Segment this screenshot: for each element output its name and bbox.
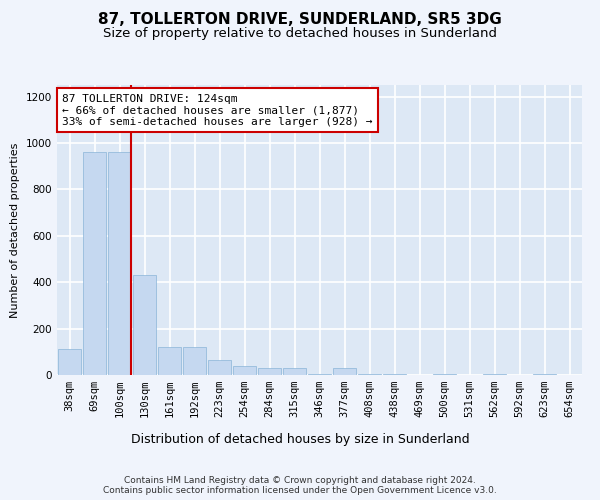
Bar	[333, 368, 356, 375]
Text: Contains HM Land Registry data © Crown copyright and database right 2024.
Contai: Contains HM Land Registry data © Crown c…	[103, 476, 497, 495]
Bar	[533, 374, 556, 375]
Text: Size of property relative to detached houses in Sunderland: Size of property relative to detached ho…	[103, 28, 497, 40]
Bar	[108, 152, 131, 375]
Bar	[258, 368, 281, 375]
Bar	[233, 366, 256, 375]
Bar	[183, 347, 206, 375]
Text: Distribution of detached houses by size in Sunderland: Distribution of detached houses by size …	[131, 432, 469, 446]
Bar	[383, 374, 406, 375]
Bar	[433, 374, 456, 375]
Bar	[208, 360, 231, 375]
Text: 87, TOLLERTON DRIVE, SUNDERLAND, SR5 3DG: 87, TOLLERTON DRIVE, SUNDERLAND, SR5 3DG	[98, 12, 502, 28]
Bar	[283, 368, 306, 375]
Bar	[133, 275, 156, 375]
Bar	[483, 374, 506, 375]
Bar	[83, 152, 106, 375]
Bar	[58, 350, 81, 375]
Bar	[358, 374, 381, 375]
Y-axis label: Number of detached properties: Number of detached properties	[10, 142, 20, 318]
Bar	[158, 347, 181, 375]
Bar	[308, 374, 331, 375]
Text: 87 TOLLERTON DRIVE: 124sqm
← 66% of detached houses are smaller (1,877)
33% of s: 87 TOLLERTON DRIVE: 124sqm ← 66% of deta…	[62, 94, 373, 127]
